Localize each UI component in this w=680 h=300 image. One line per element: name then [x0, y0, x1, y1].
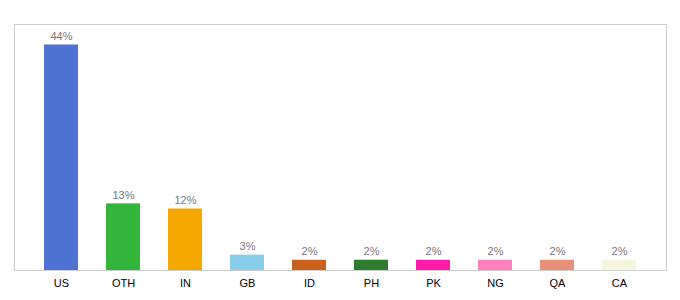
svg-text:2%: 2%: [550, 245, 566, 257]
svg-text:PK: PK: [426, 277, 441, 289]
svg-text:2%: 2%: [302, 245, 318, 257]
svg-text:44%: 44%: [50, 30, 72, 42]
svg-text:IN: IN: [180, 277, 191, 289]
svg-text:2%: 2%: [364, 245, 380, 257]
svg-text:PH: PH: [364, 277, 379, 289]
svg-text:QA: QA: [550, 277, 567, 289]
svg-text:2%: 2%: [488, 245, 504, 257]
svg-text:GB: GB: [240, 277, 256, 289]
svg-text:12%: 12%: [174, 194, 196, 206]
svg-text:NG: NG: [487, 277, 504, 289]
svg-text:US: US: [54, 277, 69, 289]
svg-text:2%: 2%: [612, 245, 628, 257]
svg-text:2%: 2%: [426, 245, 442, 257]
svg-text:OTH: OTH: [112, 277, 135, 289]
svg-text:CA: CA: [612, 277, 628, 289]
svg-text:13%: 13%: [112, 189, 134, 201]
svg-text:3%: 3%: [240, 240, 256, 252]
svg-text:ID: ID: [304, 277, 315, 289]
